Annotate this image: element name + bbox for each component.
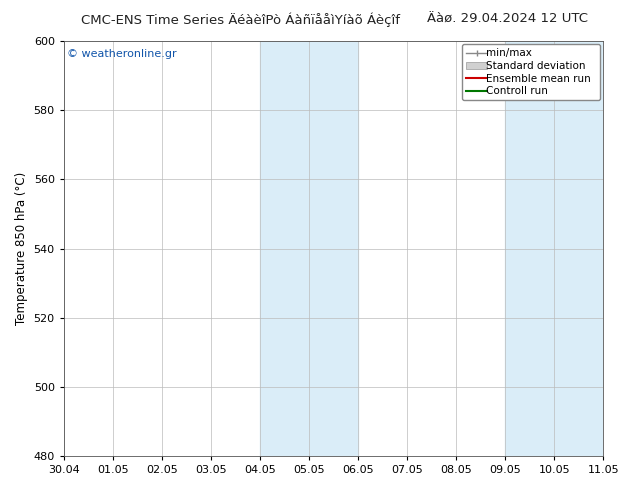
Text: Äàø. 29.04.2024 12 UTC: Äàø. 29.04.2024 12 UTC [427,12,588,25]
Bar [554,41,603,456]
Y-axis label: Temperature 850 hPa (°C): Temperature 850 hPa (°C) [15,172,28,325]
Legend: min/max, Standard deviation, Ensemble mean run, Controll run: min/max, Standard deviation, Ensemble me… [462,44,600,100]
Text: © weatheronline.gr: © weatheronline.gr [67,49,176,59]
Bar [309,41,358,456]
Bar [505,41,554,456]
Text: CMC-ENS Time Series ÄéàèîPò ÁàñïååìYíàõ Áèçîf: CMC-ENS Time Series ÄéàèîPò ÁàñïååìYíàõ … [81,12,401,27]
Bar [260,41,309,456]
